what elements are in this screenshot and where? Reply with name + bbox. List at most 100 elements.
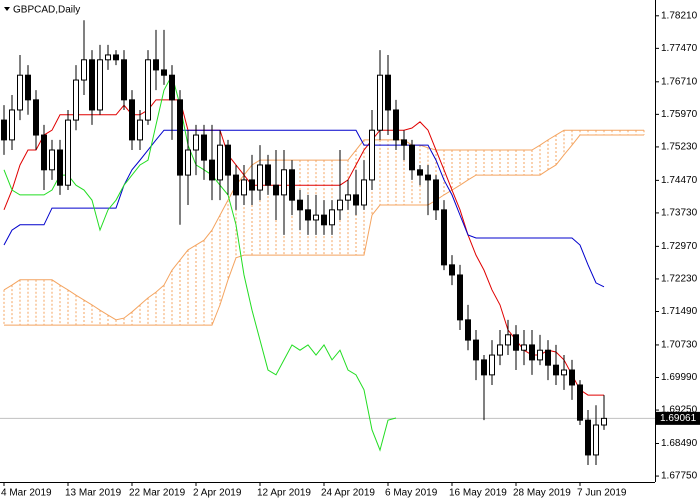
y-tick-label: 1.72230 [661, 274, 698, 285]
candle-body [289, 169, 295, 201]
candle-body [89, 59, 95, 111]
candle-body [345, 194, 351, 201]
candle-body [257, 164, 263, 191]
candle-body [113, 54, 119, 61]
candle-body [441, 209, 447, 266]
candle-body [297, 199, 303, 211]
price-label: 1.69061 [660, 413, 697, 424]
candle-body [593, 424, 599, 456]
candle-body [377, 74, 383, 131]
candle-body [409, 144, 415, 171]
candle-body [473, 339, 479, 361]
candle-body [225, 144, 231, 176]
candle-body [73, 79, 79, 121]
indicator-line [3, 129, 605, 288]
x-tick-label: 4 Mar 2019 [1, 488, 52, 499]
y-tick-label: 1.73730 [661, 208, 698, 219]
candle-body [145, 59, 151, 121]
y-tick-label: 1.69990 [661, 372, 698, 383]
candle-body [545, 349, 551, 366]
candle-body [561, 369, 567, 376]
candle-body [233, 174, 239, 196]
candle-body [217, 144, 223, 181]
y-tick-label: 1.70730 [661, 340, 698, 351]
candle-body [337, 199, 343, 211]
candle-body [425, 174, 431, 181]
candle-body [449, 264, 455, 276]
plot-area [0, 20, 655, 466]
title-marker [4, 7, 10, 11]
candle-body [513, 334, 519, 351]
price-label-box [656, 411, 700, 425]
candle-body [193, 134, 199, 151]
candle-body [81, 59, 87, 81]
candle-body [201, 134, 207, 161]
candle-body [369, 129, 375, 181]
y-tick-label: 1.78210 [661, 10, 698, 21]
candle-body [169, 74, 175, 101]
y-tick-label: 1.76710 [661, 76, 698, 87]
x-tick-label: 16 May 2019 [449, 488, 507, 499]
candle-body [9, 109, 15, 141]
candle-body [497, 344, 503, 356]
candle-body [353, 194, 359, 206]
y-tick-label: 1.77470 [661, 43, 698, 54]
candle-body [97, 59, 103, 111]
candle-body [481, 359, 487, 376]
candle-body [489, 354, 495, 376]
x-tick-label: 6 May 2019 [385, 488, 438, 499]
candle-body [121, 59, 127, 101]
y-tick-label: 1.68490 [661, 438, 698, 449]
candle-body [521, 344, 527, 351]
candle-body [553, 364, 559, 376]
x-tick-label: 22 Mar 2019 [129, 488, 186, 499]
x-tick-label: 2 Apr 2019 [193, 488, 242, 499]
candle-body [361, 179, 367, 206]
candle-body [33, 99, 39, 136]
y-tick-label: 1.75230 [661, 142, 698, 153]
y-tick-label: 1.67750 [661, 471, 698, 482]
candle-body [49, 149, 55, 171]
candle-body [17, 74, 23, 111]
candle-body [153, 59, 159, 71]
y-tick-label: 1.72970 [661, 241, 698, 252]
candle-body [321, 214, 327, 226]
cloud-edge [3, 129, 644, 321]
x-tick-label: 12 Apr 2019 [257, 488, 311, 499]
candle-body [529, 344, 535, 361]
candle-body [177, 99, 183, 176]
candle-body [241, 179, 247, 196]
candle-body [105, 54, 111, 61]
candle-body [57, 149, 63, 186]
candle-body [25, 74, 31, 101]
candle-body [137, 119, 143, 141]
candle-body [329, 209, 335, 226]
x-tick-label: 13 Mar 2019 [65, 488, 122, 499]
candle-body [41, 134, 47, 171]
candle-body [185, 149, 191, 176]
candle-body [129, 99, 135, 141]
candle-body [305, 209, 311, 221]
candle-body [569, 369, 575, 386]
candle-body [601, 417, 607, 426]
x-tick-label: 28 May 2019 [513, 488, 571, 499]
candle-body [161, 69, 167, 76]
x-tick-label: 7 Jun 2019 [577, 488, 627, 499]
x-tick-label: 24 Apr 2019 [321, 488, 375, 499]
candle-body [385, 74, 391, 111]
candle-body [577, 384, 583, 421]
candle-body [209, 159, 215, 181]
candle-body [537, 349, 543, 361]
candle-body [433, 179, 439, 211]
y-tick-label: 1.75970 [661, 109, 698, 120]
y-tick-label: 1.74470 [661, 175, 698, 186]
cloud-edge [4, 134, 644, 326]
candle-body [505, 334, 511, 346]
candle-body [265, 164, 271, 186]
candle-body [313, 214, 319, 221]
chart-title: GBPCAD,Daily [13, 5, 80, 16]
candle-body [273, 184, 279, 196]
candle-body [585, 419, 591, 456]
